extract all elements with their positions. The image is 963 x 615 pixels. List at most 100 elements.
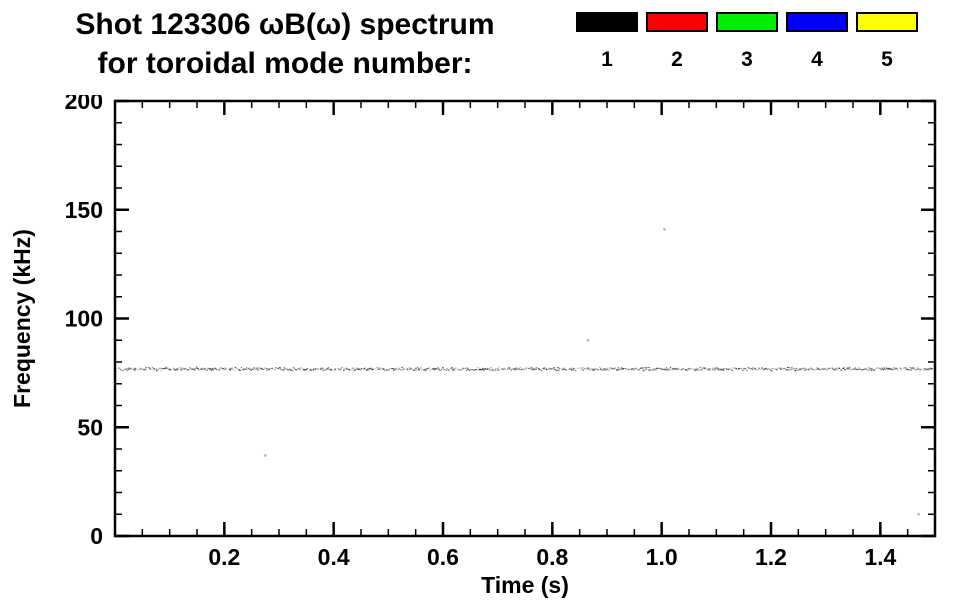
data-point (857, 369, 859, 371)
data-point (502, 369, 504, 371)
data-point (181, 368, 183, 370)
data-point (196, 368, 199, 370)
data-point (325, 369, 328, 371)
plot-frame (113, 99, 937, 538)
data-point (598, 368, 600, 370)
data-point (328, 368, 330, 370)
data-point (756, 367, 758, 369)
data-point (881, 368, 884, 370)
data-point (287, 370, 289, 372)
data-point (120, 369, 122, 371)
data-point (435, 368, 438, 370)
data-point (793, 369, 796, 371)
data-point (666, 369, 668, 371)
data-point (680, 369, 682, 371)
data-point (332, 369, 334, 371)
data-point (843, 367, 846, 369)
data-point (270, 368, 273, 370)
data-point (509, 368, 512, 370)
data-point (869, 368, 871, 370)
data-point (375, 368, 377, 370)
data-point (533, 369, 535, 371)
data-point (827, 367, 829, 369)
data-point (865, 368, 867, 370)
data-point (799, 368, 801, 370)
data-point (422, 368, 424, 370)
data-point (205, 369, 207, 371)
data-point (295, 369, 298, 371)
data-point (852, 368, 854, 370)
data-point (679, 369, 681, 371)
data-point (868, 367, 871, 369)
data-point (553, 367, 555, 369)
data-point (402, 369, 404, 371)
data-point (453, 368, 455, 370)
data-point (640, 367, 642, 369)
data-point (215, 368, 217, 370)
data-point (127, 368, 129, 370)
data-point (348, 369, 350, 371)
data-point (769, 368, 772, 370)
data-point (666, 368, 669, 370)
data-point (899, 368, 902, 370)
legend-item-3: 3 (716, 12, 778, 72)
data-point (398, 368, 401, 370)
data-point (795, 367, 798, 369)
data-point (881, 367, 883, 369)
data-point (639, 368, 641, 370)
data-point (451, 367, 453, 369)
data-point (316, 367, 319, 369)
data-point (523, 368, 525, 370)
data-point (123, 369, 125, 371)
data-point (418, 368, 420, 370)
data-point (258, 367, 260, 369)
data-point (547, 368, 550, 370)
data-point (181, 367, 184, 369)
data-point (698, 369, 700, 371)
data-point (213, 367, 216, 369)
data-point (532, 368, 535, 370)
data-point (847, 368, 850, 370)
data-point (768, 368, 770, 370)
data-point (253, 367, 255, 369)
legend-item-4: 4 (786, 12, 848, 72)
data-point (752, 367, 754, 369)
data-point (682, 368, 684, 370)
data-point (637, 369, 639, 371)
data-point (356, 367, 358, 369)
data-point (781, 368, 783, 370)
data-point (800, 369, 802, 371)
data-point (508, 368, 511, 370)
data-point (643, 369, 646, 371)
data-point (645, 368, 648, 370)
data-point (906, 368, 908, 370)
data-point (742, 369, 744, 371)
data-point (197, 367, 199, 369)
data-point (663, 368, 665, 370)
data-point (507, 368, 510, 370)
data-point (184, 368, 186, 370)
data-point (315, 368, 317, 370)
data-point (349, 370, 351, 372)
data-point (288, 368, 291, 370)
data-point (593, 369, 595, 371)
data-point (159, 367, 161, 369)
data-point (677, 368, 679, 370)
data-point (223, 368, 225, 370)
data-point (643, 370, 645, 372)
data-point (561, 367, 563, 369)
stray-data-point (586, 338, 590, 342)
data-point (220, 367, 222, 369)
data-point (777, 367, 779, 369)
data-point (490, 369, 492, 371)
data-point (203, 368, 205, 370)
data-point (909, 367, 912, 369)
data-point (166, 368, 168, 370)
data-point (219, 367, 222, 369)
data-point (145, 367, 147, 369)
data-point (464, 368, 467, 370)
data-point (446, 368, 448, 370)
data-point (765, 368, 768, 370)
data-point (707, 368, 710, 370)
data-point (323, 370, 325, 372)
